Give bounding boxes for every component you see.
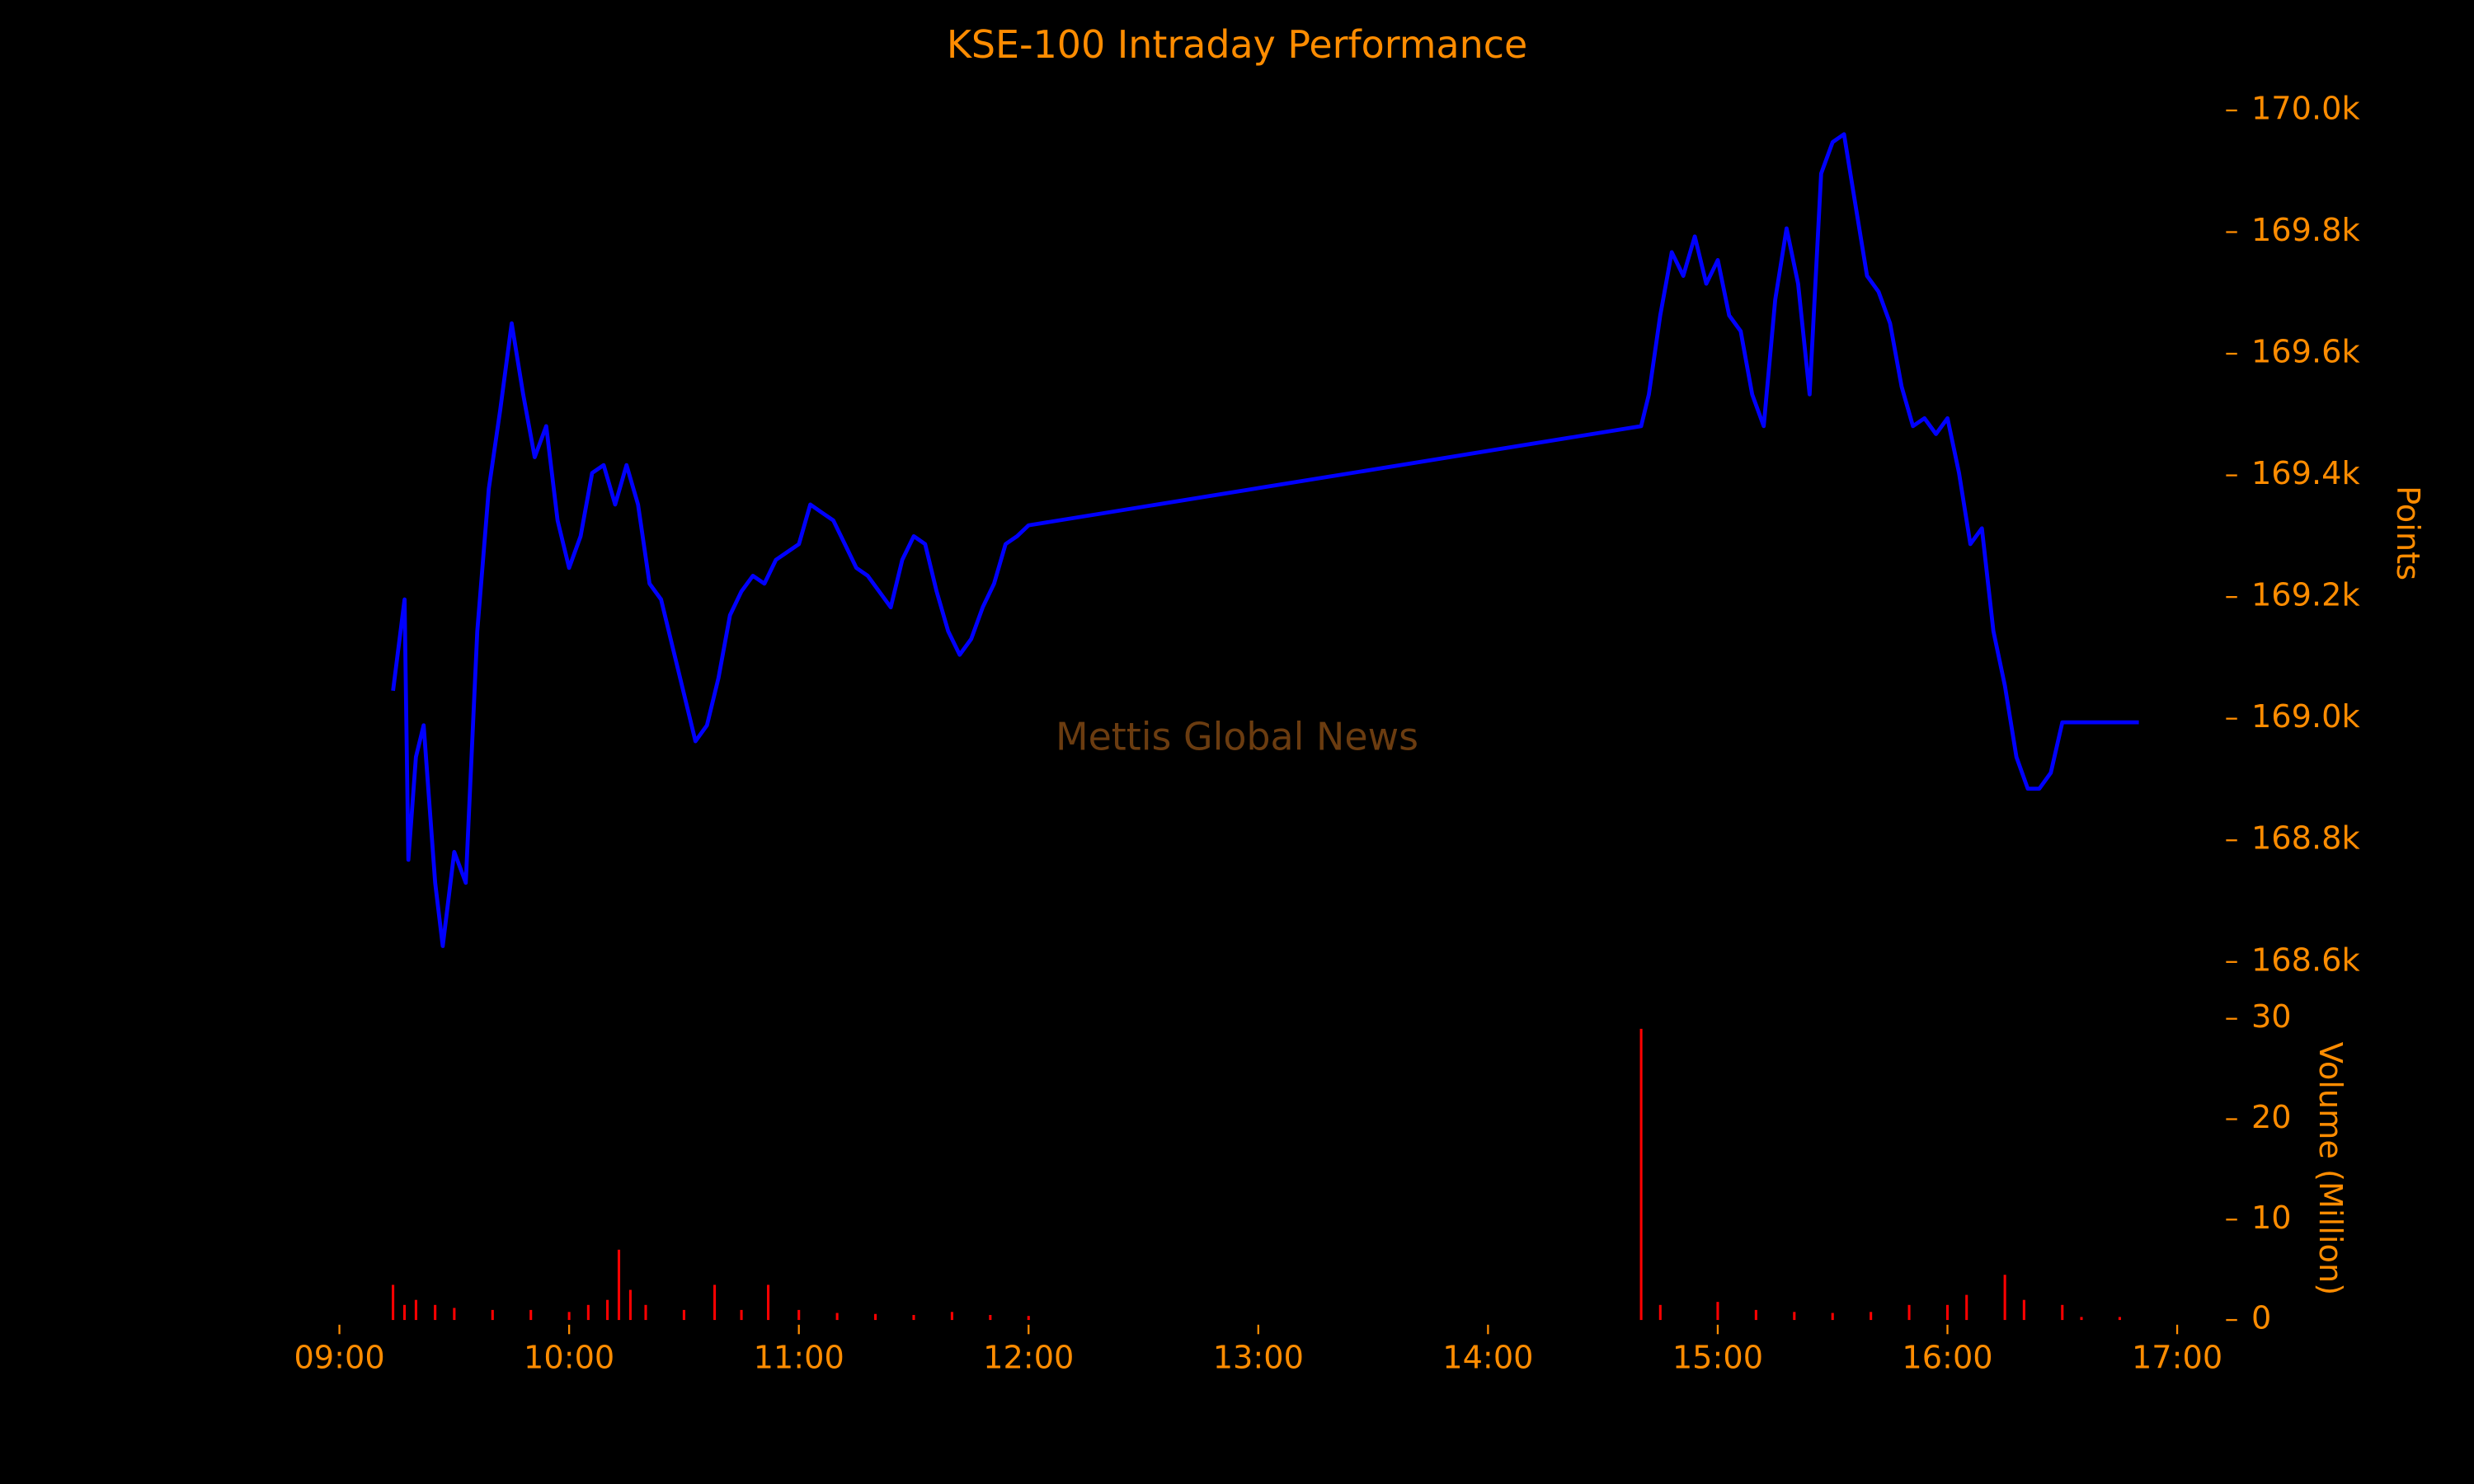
y-tick-label: 169.0k bbox=[2251, 698, 2361, 735]
volume-bar bbox=[2080, 1317, 2083, 1321]
volume-bar bbox=[628, 1289, 632, 1321]
volume-bar bbox=[2022, 1299, 2025, 1321]
y-axis-label: Points bbox=[2389, 486, 2426, 580]
y-tick-label: 169.4k bbox=[2251, 455, 2361, 492]
y-tick-label: 169.6k bbox=[2251, 334, 2361, 371]
volume-bar bbox=[1027, 1316, 1030, 1321]
x-tick-label: 10:00 bbox=[524, 1339, 614, 1376]
y-tick-label: 168.6k bbox=[2251, 942, 2361, 979]
volume-bar bbox=[912, 1314, 915, 1321]
y-tick-label: 168.8k bbox=[2251, 820, 2361, 857]
volume-bar bbox=[2003, 1275, 2006, 1321]
volume-bar bbox=[606, 1299, 609, 1321]
volume-bar bbox=[1639, 1028, 1643, 1321]
x-tick-label: 16:00 bbox=[1902, 1339, 1992, 1376]
volume-bar bbox=[950, 1312, 953, 1321]
volume-bar bbox=[1870, 1312, 1873, 1321]
volume-bar bbox=[682, 1309, 685, 1321]
volume-bar bbox=[644, 1304, 647, 1321]
volume-bar bbox=[402, 1304, 407, 1321]
volume-bar bbox=[586, 1304, 590, 1321]
volume-bar bbox=[392, 1284, 395, 1321]
volume-bar bbox=[989, 1314, 992, 1321]
volume-bar bbox=[1907, 1304, 1911, 1321]
volume-bar bbox=[1793, 1312, 1796, 1321]
volume-bar bbox=[2061, 1304, 2064, 1321]
volume-bar bbox=[529, 1309, 533, 1321]
x-tick-label: 17:00 bbox=[2132, 1339, 2222, 1376]
volume-bar bbox=[835, 1313, 839, 1321]
volume-bar bbox=[1716, 1302, 1719, 1321]
volume-bar bbox=[713, 1284, 717, 1321]
volume-bar bbox=[767, 1284, 770, 1321]
volume-bar bbox=[2118, 1317, 2121, 1321]
x-tick-label: 09:00 bbox=[294, 1339, 384, 1376]
x-tick-label: 12:00 bbox=[983, 1339, 1074, 1376]
volume-bar bbox=[1945, 1304, 1950, 1321]
price-line bbox=[391, 132, 2139, 948]
volume-bar bbox=[1965, 1294, 1968, 1321]
volume-bar bbox=[453, 1308, 456, 1321]
volume-bar bbox=[567, 1312, 571, 1321]
chart-title: KSE-100 Intraday Performance bbox=[947, 22, 1527, 67]
volume-bar bbox=[740, 1309, 743, 1321]
volume-bar bbox=[874, 1313, 877, 1321]
y-tick-label: 0 bbox=[2251, 1300, 2271, 1337]
y-tick-label: 169.8k bbox=[2251, 212, 2361, 249]
volume-bar bbox=[797, 1309, 801, 1321]
volume-bar bbox=[414, 1299, 417, 1321]
volume-bar bbox=[617, 1249, 621, 1321]
x-tick-label: 14:00 bbox=[1442, 1339, 1533, 1376]
volume-bar bbox=[1831, 1313, 1834, 1321]
y-tick-label: 10 bbox=[2251, 1200, 2292, 1237]
y-axis-label: Volume (Million) bbox=[2312, 1042, 2349, 1295]
x-tick-label: 13:00 bbox=[1213, 1339, 1304, 1376]
volume-bar bbox=[491, 1309, 494, 1321]
y-tick-label: 20 bbox=[2251, 1099, 2292, 1136]
y-tick-label: 169.2k bbox=[2251, 577, 2361, 614]
x-tick-label: 15:00 bbox=[1672, 1339, 1763, 1376]
y-tick-label: 30 bbox=[2251, 998, 2292, 1036]
volume-bar bbox=[434, 1304, 437, 1321]
x-tick-label: 11:00 bbox=[754, 1339, 844, 1376]
volume-bar bbox=[1658, 1304, 1662, 1321]
y-tick-label: 170.0k bbox=[2251, 90, 2361, 127]
volume-bar bbox=[1754, 1309, 1757, 1321]
watermark: Mettis Global News bbox=[1056, 715, 1418, 759]
